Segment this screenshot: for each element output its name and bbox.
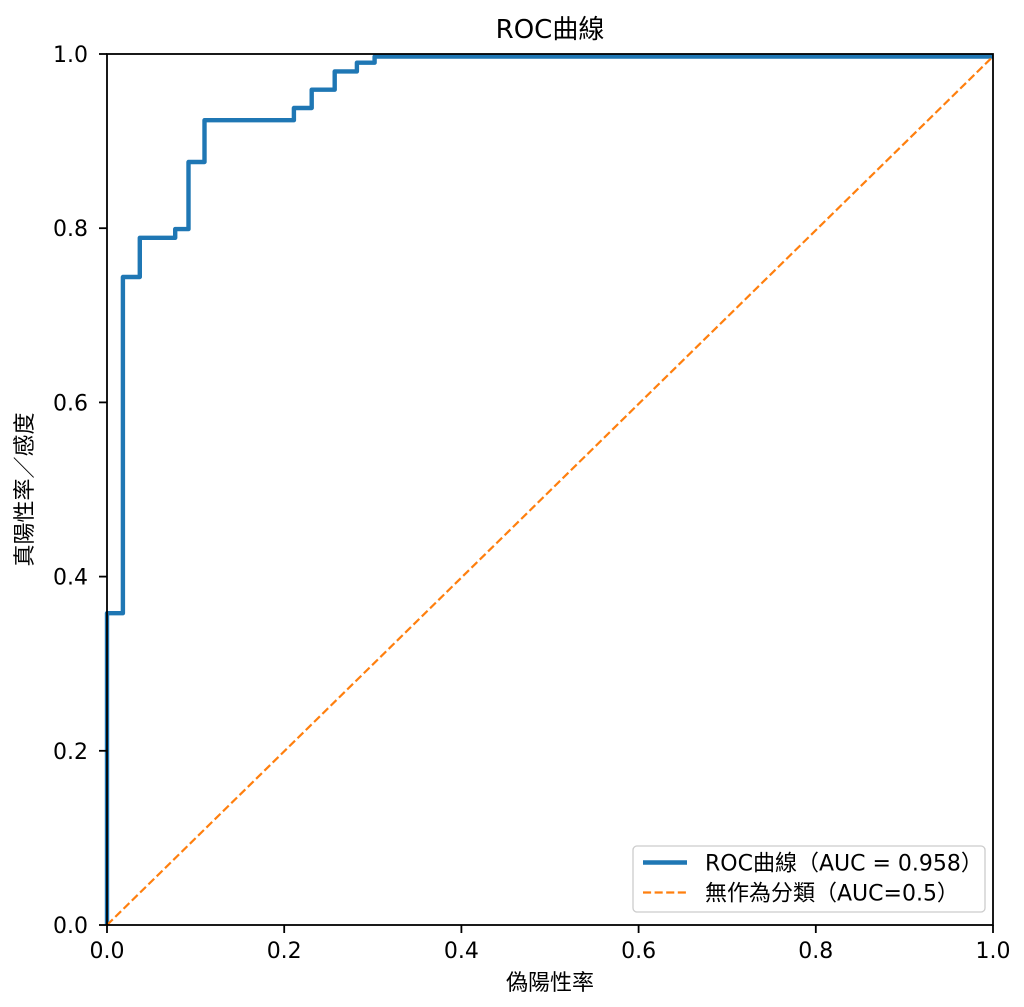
y-axis-label: 真陽性率／感度	[13, 412, 38, 566]
legend-box	[632, 845, 986, 913]
x-tick-label: 0.0	[90, 939, 125, 964]
x-tick-label: 0.4	[444, 939, 479, 964]
legend-random-label: 無作為分類（AUC=0.5）	[705, 882, 959, 907]
x-tick-label: 0.6	[621, 939, 656, 964]
y-tick-label: 1.0	[53, 43, 88, 68]
x-tick-label: 0.8	[798, 939, 833, 964]
plot-border	[106, 53, 994, 926]
y-tick-label: 0.8	[53, 217, 88, 242]
y-tick-label: 0.0	[53, 914, 88, 939]
y-tick-label: 0.4	[53, 566, 88, 591]
y-tick-label: 0.2	[53, 740, 88, 765]
chart-title: ROC曲線	[496, 15, 605, 45]
y-tick-label: 0.6	[53, 391, 88, 416]
random-classifier-line	[106, 55, 994, 926]
x-tick-label: 0.2	[267, 939, 302, 964]
legend-roc-label: ROC曲線（AUC = 0.958）	[705, 852, 983, 877]
x-axis-label: 偽陽性率	[506, 971, 594, 996]
roc-curve-line	[104, 54, 993, 925]
x-tick-label: 1.0	[976, 939, 1011, 964]
